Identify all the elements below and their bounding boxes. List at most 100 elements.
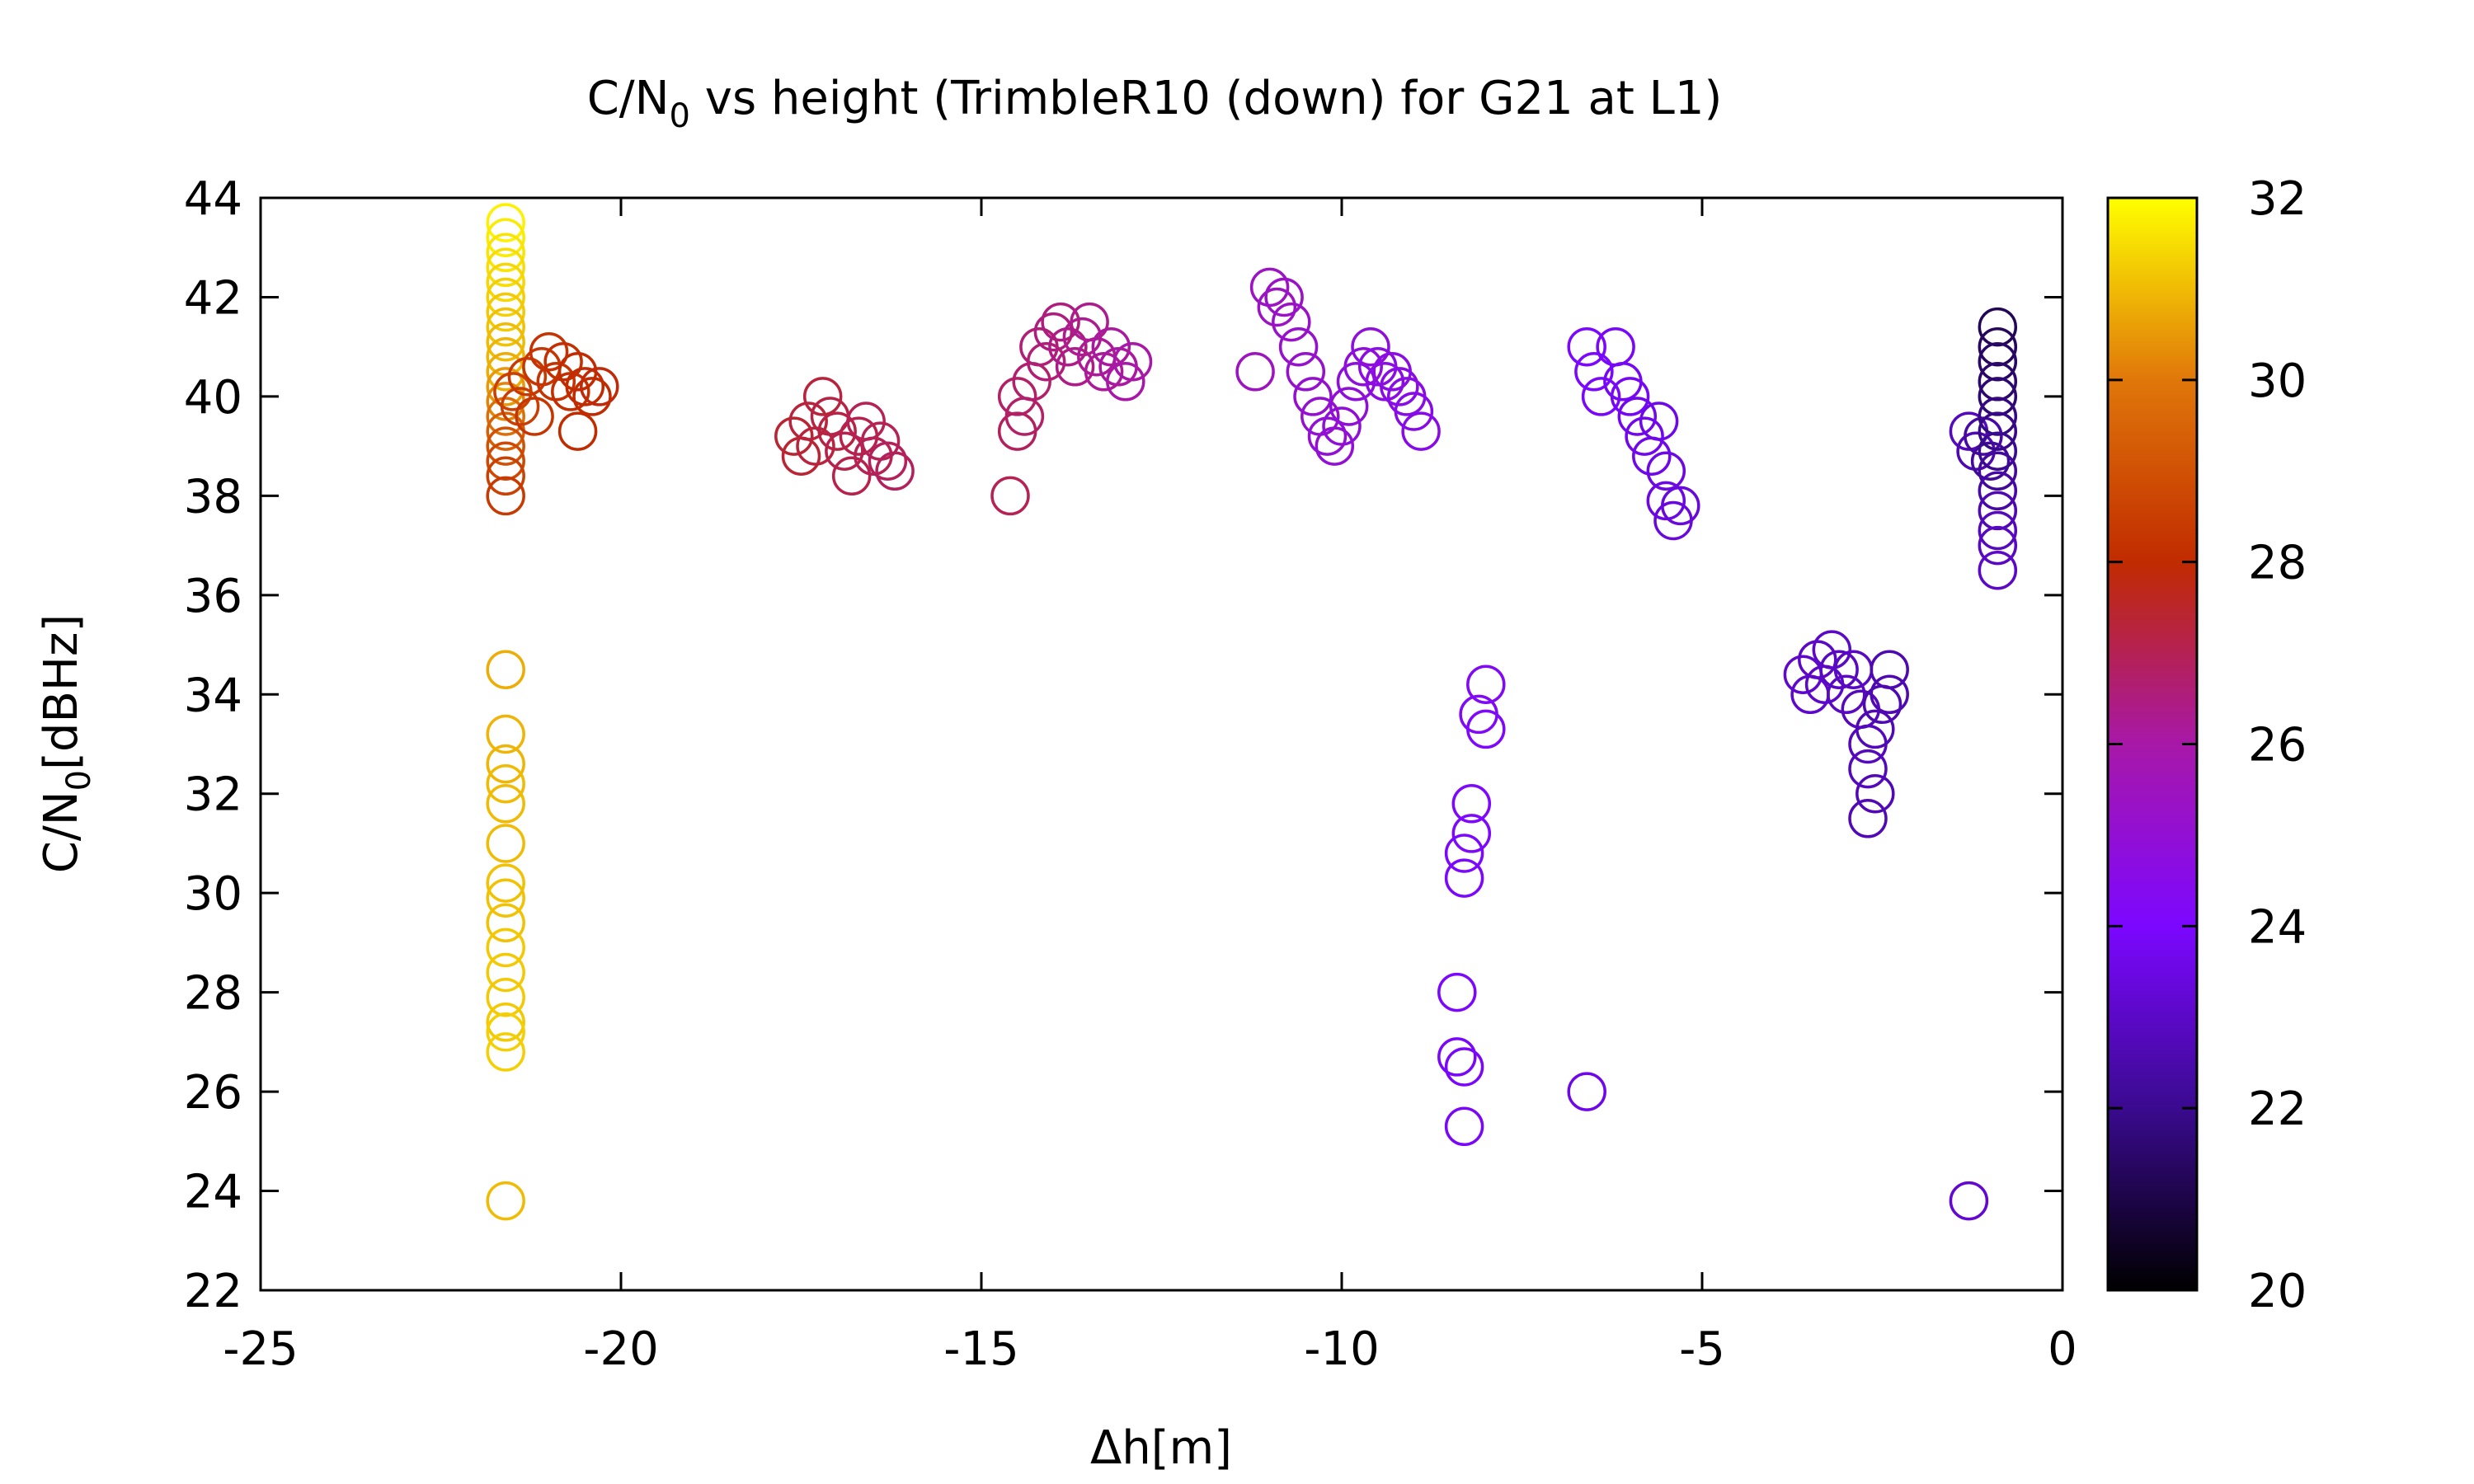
- data-point: [1567, 1072, 1606, 1111]
- x-tick-label: -20: [583, 1322, 658, 1376]
- data-point: [486, 763, 525, 804]
- y-tick-label: 42: [184, 271, 242, 325]
- data-point: [1646, 451, 1686, 491]
- colorbar-tick-label: 30: [2248, 355, 2307, 408]
- data-point: [1596, 326, 1635, 367]
- data-point: [802, 377, 843, 416]
- data-point: [1322, 406, 1362, 446]
- data-point: [1978, 431, 2018, 471]
- data-point: [1249, 267, 1290, 308]
- data-point: [486, 903, 525, 943]
- y-tick-label: 28: [184, 967, 242, 1021]
- data-point: [1264, 277, 1304, 317]
- data-point: [1004, 397, 1045, 436]
- data-point: [486, 426, 525, 466]
- data-point: [543, 341, 583, 382]
- y-tick-label: 22: [184, 1265, 242, 1318]
- plot-frame: [259, 196, 2064, 1292]
- data-point: [1070, 302, 1109, 342]
- data-point: [825, 431, 864, 471]
- data-point: [486, 1003, 525, 1042]
- data-point: [486, 952, 525, 993]
- data-point: [486, 863, 525, 903]
- data-point: [1235, 352, 1275, 392]
- data-point: [486, 262, 525, 303]
- data-point: [1610, 377, 1650, 416]
- data-point: [831, 456, 872, 496]
- data-point: [486, 247, 525, 288]
- x-axis: -25 -20 -15 -10 -5 0: [223, 198, 2077, 1376]
- y-tick-label: 34: [184, 669, 242, 722]
- data-point: [1870, 674, 1909, 715]
- data-point: [1632, 436, 1672, 476]
- data-point: [1444, 1047, 1484, 1087]
- colorbar-axis: 20 22 24 26 28 30 32: [2108, 172, 2307, 1318]
- data-point: [1293, 377, 1333, 416]
- data-point: [486, 307, 525, 347]
- data-point: [486, 784, 525, 824]
- data-point: [1783, 655, 1823, 694]
- data-point: [486, 714, 525, 754]
- data-point: [1329, 387, 1369, 426]
- data-point: [1401, 411, 1441, 451]
- data-point: [486, 456, 525, 496]
- data-point: [817, 411, 857, 451]
- data-point: [1978, 491, 2018, 531]
- data-point: [1048, 326, 1088, 367]
- data-point: [1856, 773, 1895, 814]
- data-point: [486, 476, 525, 516]
- data-point: [557, 411, 598, 451]
- data-point: [997, 411, 1037, 451]
- data-point: [486, 650, 525, 689]
- x-tick-label: -10: [1304, 1322, 1379, 1376]
- data-point: [1033, 312, 1074, 352]
- colorbar-tick-label: 20: [2248, 1265, 2307, 1318]
- data-point: [1351, 326, 1390, 367]
- data-point: [1451, 814, 1492, 853]
- data-point: [486, 824, 525, 863]
- data-point: [1394, 392, 1434, 431]
- data-point: [1574, 352, 1614, 392]
- data-point: [486, 1012, 525, 1052]
- points-layer: [486, 203, 2018, 1221]
- data-point: [1978, 326, 2018, 367]
- data-point: [486, 1032, 525, 1072]
- data-point: [1978, 307, 2018, 347]
- data-point: [1012, 362, 1051, 402]
- x-tick-label: -25: [223, 1322, 298, 1376]
- colorbar-tick-label: 28: [2248, 537, 2307, 590]
- data-point: [1444, 858, 1484, 898]
- data-point: [486, 232, 525, 273]
- y-tick-label: 44: [184, 172, 242, 226]
- data-point: [1978, 411, 2018, 451]
- y-tick-label: 26: [184, 1066, 242, 1120]
- data-point: [529, 331, 569, 372]
- data-point: [1451, 784, 1492, 824]
- colorbar-tick-label: 32: [2248, 172, 2307, 226]
- data-point: [1026, 341, 1066, 382]
- data-point: [1567, 326, 1606, 367]
- chart-title: C/N0 vs height (TrimbleR10 (down) for G2…: [587, 72, 1723, 135]
- data-point: [1257, 287, 1297, 327]
- colorbar-tick-label: 26: [2248, 719, 2307, 773]
- data-point: [839, 416, 879, 456]
- data-point: [486, 367, 525, 406]
- data-point: [1315, 426, 1355, 466]
- data-point: [1798, 640, 1837, 679]
- x-tick-label: 0: [2048, 1322, 2077, 1376]
- data-point: [500, 387, 540, 426]
- data-point: [486, 1181, 525, 1221]
- data-point: [1978, 377, 2018, 416]
- data-point: [1466, 709, 1506, 749]
- data-point: [1278, 326, 1319, 367]
- data-point: [868, 441, 908, 481]
- data-point: [788, 402, 828, 441]
- data-point: [486, 878, 525, 918]
- data-point: [1848, 749, 1888, 789]
- data-point: [1978, 451, 2018, 491]
- data-point: [990, 476, 1030, 516]
- data-point: [1272, 302, 1311, 342]
- data-point: [515, 397, 554, 436]
- data-point: [1639, 402, 1679, 441]
